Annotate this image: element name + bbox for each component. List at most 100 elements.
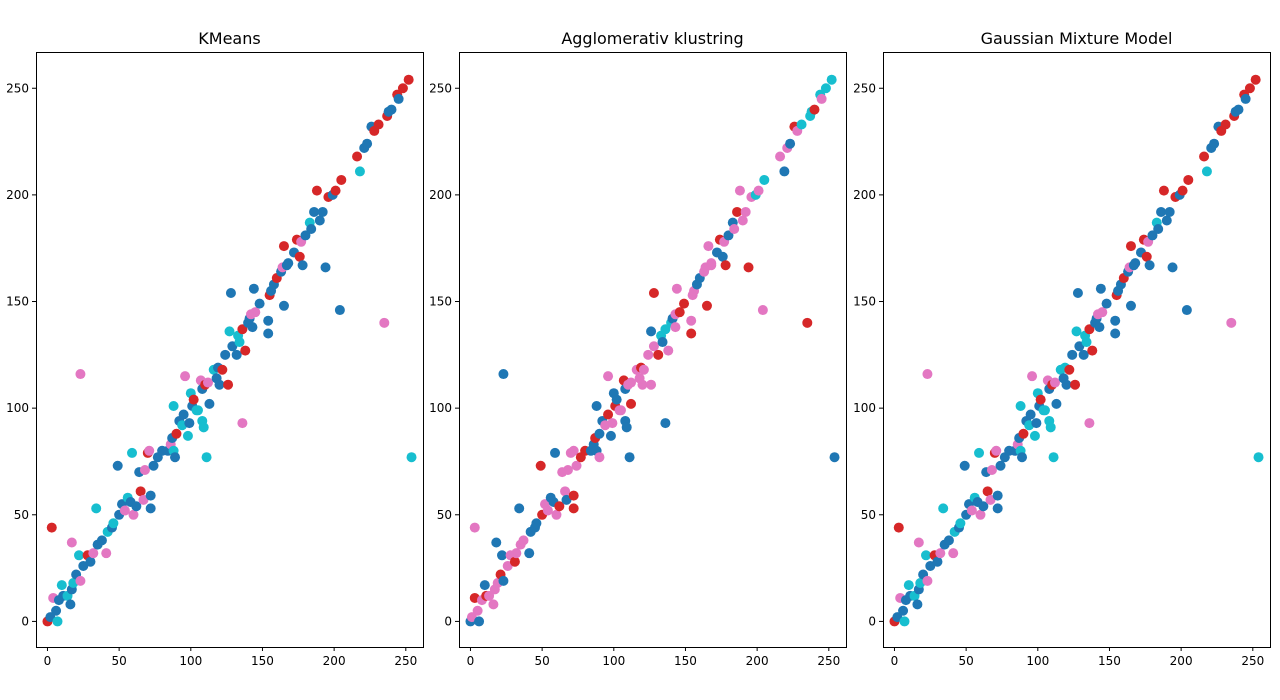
data-point [397,83,408,94]
data-point [796,119,807,130]
data-point [85,556,96,567]
y-tick-label: 100 [6,401,29,415]
data-point [180,371,191,382]
data-point [393,93,404,104]
data-point [1147,230,1158,241]
points-group [42,74,417,627]
data-point [550,447,561,458]
data-point [1240,93,1251,104]
data-point [1125,300,1136,311]
data-point [254,298,265,309]
points-group [465,74,840,627]
data-point [1209,138,1220,149]
data-point [605,430,616,441]
x-tick-label: 0 [44,654,52,668]
x-tick-label: 250 [817,654,840,668]
y-tick-label: 200 [6,188,29,202]
data-point [603,409,614,420]
data-point [671,283,682,294]
y-tick-label: 200 [853,188,876,202]
data-point [198,422,209,433]
y-tick-label: 150 [6,295,29,309]
data-point [1253,452,1264,463]
y-tick-label: 50 [14,508,29,522]
data-point [648,287,659,298]
data-point [1250,74,1261,85]
data-point [686,328,697,339]
data-point [498,575,509,586]
x-tick-label: 250 [394,654,417,668]
data-point [330,185,341,196]
data-point [1084,418,1095,429]
data-point [237,324,248,335]
x-tick-label: 100 [179,654,202,668]
data-point [224,326,235,337]
data-point [1233,104,1244,115]
data-point [646,326,657,337]
data-point [231,349,242,360]
data-point [472,605,483,616]
data-point [932,556,943,567]
x-tick-label: 50 [958,654,973,668]
data-point [982,486,993,497]
data-point [1153,224,1164,235]
data-point [779,166,790,177]
data-point [188,394,199,405]
x-tick-label: 100 [602,654,625,668]
data-point [568,503,579,514]
data-point [223,379,234,390]
data-point [1244,83,1255,94]
data-point [560,486,571,497]
data-point [1072,287,1083,298]
data-point [204,398,215,409]
axes-frame [36,52,424,648]
data-point [66,537,77,548]
data-point [626,398,636,409]
data-point [1015,401,1026,412]
data-point [1064,364,1075,375]
data-point [893,522,904,533]
data-point [52,616,63,627]
data-point [660,324,671,335]
data-point [1201,166,1212,177]
data-point [785,138,796,149]
data-point [943,535,954,546]
data-point [144,445,155,456]
x-tick-label: 0 [467,654,475,668]
scatter-panel-2: 0 50 100 150 200 250 0 50 100 150 200 250 Gaussian M… [853,29,1271,668]
data-point [898,605,909,616]
data-point [1164,206,1175,217]
data-point [119,505,130,516]
scatter-panel-1: 0 50 100 150 200 250 0 50 100 150 200 250 Agglomerat… [429,29,847,668]
data-point [638,364,649,375]
data-point [531,518,542,529]
x-tick-label: 150 [674,654,697,668]
data-point [992,503,1003,514]
data-point [514,503,525,514]
data-point [1156,206,1167,217]
data-point [720,260,731,271]
data-point [551,509,562,520]
x-tick-label: 50 [534,654,549,668]
data-point [182,430,193,441]
data-point [192,405,203,416]
data-point [1095,283,1106,294]
data-point [670,322,681,333]
data-point [247,322,258,333]
data-point [314,215,325,226]
data-point [1067,349,1078,360]
data-point [759,174,770,185]
x-tick-label: 100 [1026,654,1049,668]
data-point [603,371,614,382]
x-tick-label: 150 [251,654,274,668]
data-point [1130,258,1141,269]
data-point [643,349,654,360]
data-point [309,206,320,217]
y-tick-label: 0 [868,614,876,628]
data-point [88,548,99,559]
data-point [717,251,728,262]
data-point [607,418,618,429]
data-point [112,460,123,471]
data-point [743,262,754,273]
data-point [1226,317,1237,328]
